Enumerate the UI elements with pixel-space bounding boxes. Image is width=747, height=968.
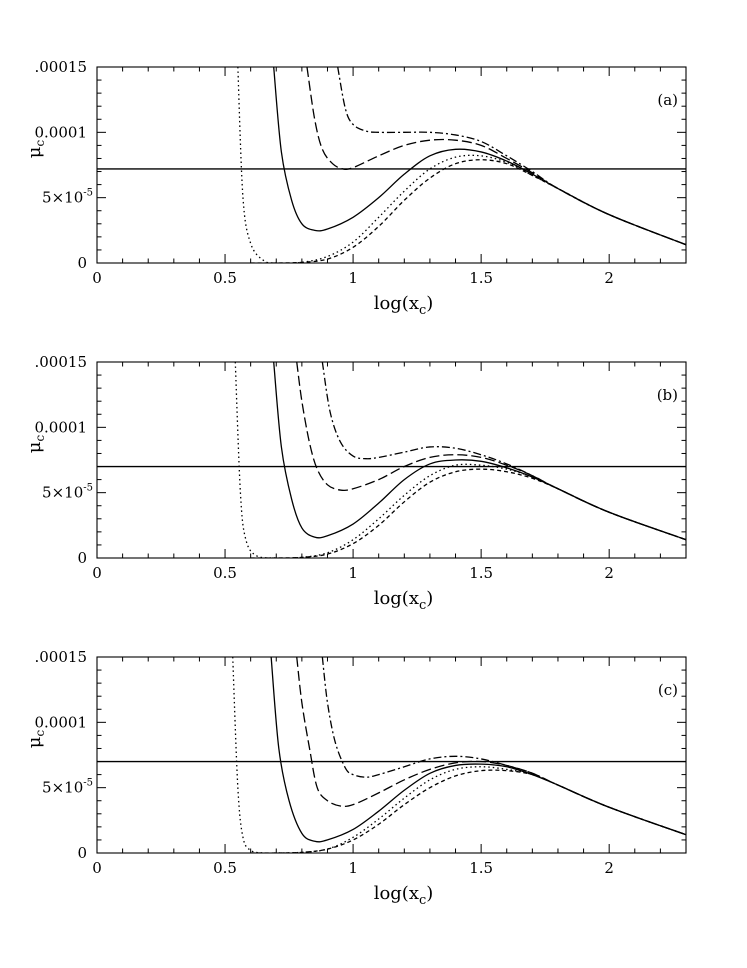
x-tick-label: 0 (92, 564, 102, 582)
y-tick-label: .00015 (35, 648, 88, 666)
curve-solid (273, 362, 686, 541)
y-tick-label: 0.0001 (35, 123, 88, 141)
curve-dotted (234, 362, 686, 558)
x-tick-label: 2 (604, 859, 614, 877)
x-tick-label: 1.5 (469, 564, 493, 582)
curve-long-dash (306, 67, 686, 246)
curve-long-dash (296, 657, 686, 836)
curve-long-dash (296, 362, 686, 541)
x-tick-label: 0 (92, 269, 102, 287)
curve-dotted (232, 657, 686, 853)
y-tick-label: 0 (77, 549, 87, 567)
x-tick-label: 1 (348, 859, 358, 877)
y-tick-label: .00015 (35, 353, 88, 371)
x-tick-label: 0.5 (213, 859, 237, 877)
curve-short-dash (250, 769, 686, 853)
y-axis-label: μc (24, 435, 47, 454)
panel-b: 0 0.5 1 1.5 2 0 5×10-5 0.0001 .00015 μc log(xc) (b) (24, 353, 687, 613)
curve-dotted (237, 67, 686, 263)
x-axis-label: log(xc) (374, 883, 434, 908)
plot-frame (96, 361, 687, 559)
y-tick-label: 0 (77, 844, 87, 862)
panel-a: 0 0.5 1 1.5 2 0 5×10-5 0.0001 .00015 μc log(xc) (a) (24, 58, 687, 318)
y-tick-label: 0.0001 (35, 713, 88, 731)
y-tick-label: 0 (77, 254, 87, 272)
y-tick-label: 5×10-5 (42, 483, 93, 502)
x-axis-label: log(xc) (374, 293, 434, 318)
plot-frame (96, 656, 687, 854)
x-tick-label: 2 (604, 564, 614, 582)
curve-short-dash (250, 468, 686, 558)
curve-solid (273, 67, 686, 246)
panel-label: (c) (658, 681, 678, 699)
y-tick-label: 5×10-5 (42, 188, 93, 207)
x-axis-label: log(xc) (374, 588, 434, 613)
curve-dash-dot (321, 657, 686, 836)
x-tick-label: 1.5 (469, 859, 493, 877)
curve-solid (270, 657, 686, 843)
x-tick-label: 2 (604, 269, 614, 287)
x-tick-label: 1.5 (469, 269, 493, 287)
y-axis-label: μc (24, 140, 47, 159)
x-tick-label: 0.5 (213, 269, 237, 287)
x-tick-label: 1 (348, 564, 358, 582)
curve-dash-dot (321, 362, 686, 541)
x-tick-label: 0 (92, 859, 102, 877)
curve-short-dash (250, 159, 686, 263)
y-tick-label: .00015 (35, 58, 88, 76)
panel-label: (a) (657, 91, 678, 109)
y-tick-label: 5×10-5 (42, 778, 93, 797)
y-axis-label: μc (24, 730, 47, 749)
y-tick-label: 0.0001 (35, 418, 88, 436)
curve-dash-dot (337, 67, 686, 246)
x-tick-label: 1 (348, 269, 358, 287)
panel-label: (b) (657, 386, 678, 404)
x-tick-label: 0.5 (213, 564, 237, 582)
panel-c: 0 0.5 1 1.5 2 0 5×10-5 0.0001 .00015 μc log(xc) (c) (24, 648, 687, 908)
plot-frame (96, 66, 687, 264)
